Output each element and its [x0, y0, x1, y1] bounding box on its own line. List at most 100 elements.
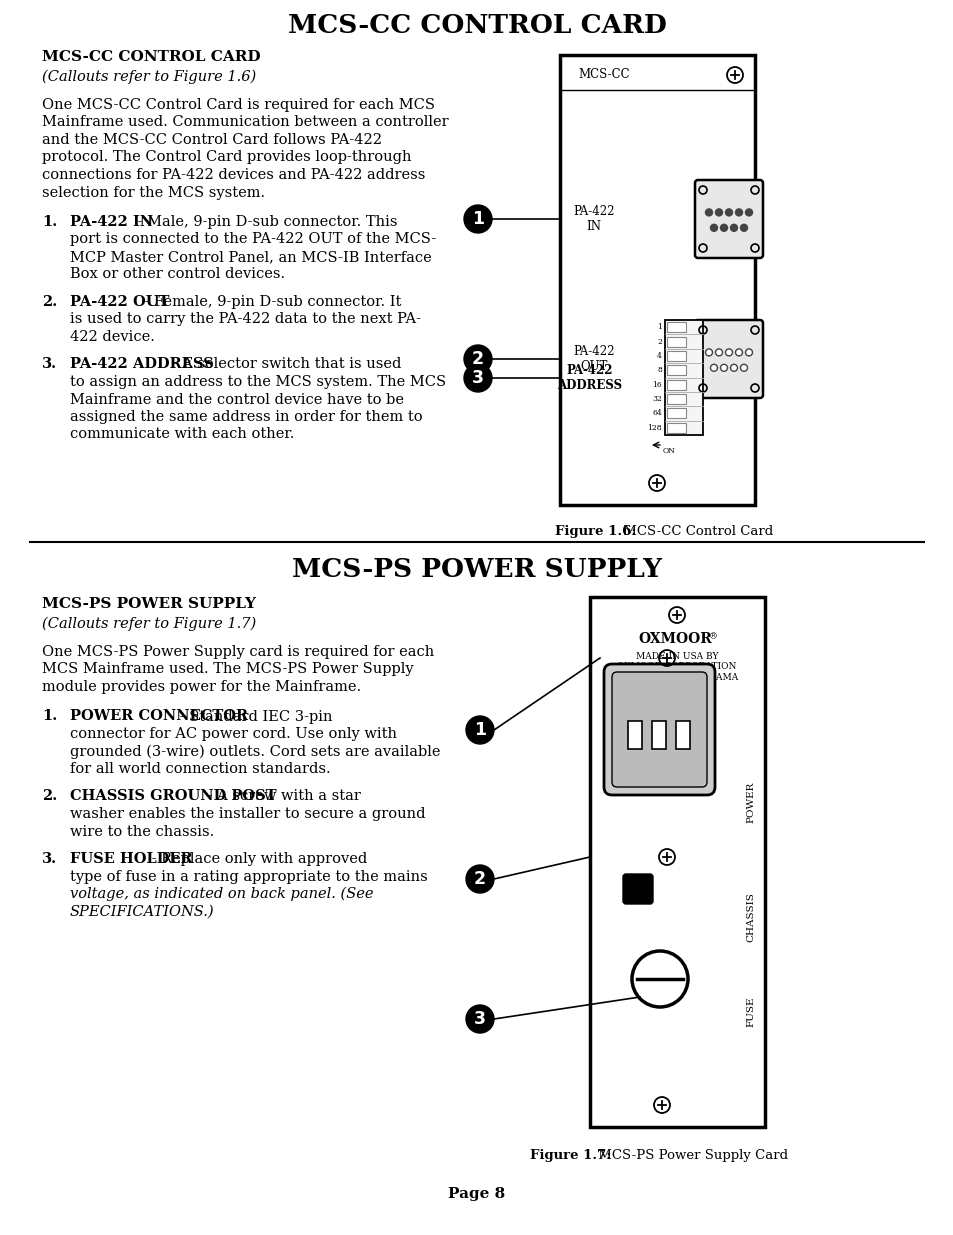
Bar: [666, 409, 685, 419]
Text: CHASSIS: CHASSIS: [745, 892, 755, 942]
Text: MADE IN USA BY
OXMOOR CORPORATION
BIRMINGHAM, ALABAMA: MADE IN USA BY OXMOOR CORPORATION BIRMIN…: [616, 652, 738, 682]
Text: PA-422 IN: PA-422 IN: [70, 215, 153, 228]
Text: FUSE: FUSE: [745, 997, 755, 1028]
Text: Mainframe and the control device have to be: Mainframe and the control device have to…: [70, 393, 403, 406]
Bar: [666, 394, 685, 404]
Text: POWER CONNECTOR: POWER CONNECTOR: [70, 709, 248, 724]
Text: PA-422 OUT: PA-422 OUT: [70, 295, 170, 309]
Text: 3.: 3.: [42, 852, 57, 866]
Text: washer enables the installer to secure a ground: washer enables the installer to secure a…: [70, 806, 425, 821]
Bar: [589, 597, 764, 1128]
Text: connector for AC power cord. Use only with: connector for AC power cord. Use only wi…: [70, 727, 396, 741]
Text: 1: 1: [472, 210, 483, 228]
Text: MCS-CC CONTROL CARD: MCS-CC CONTROL CARD: [287, 14, 666, 38]
Text: - Male, 9-pin D-sub connector. This: - Male, 9-pin D-sub connector. This: [132, 215, 397, 228]
Text: OXMOOR: OXMOOR: [638, 632, 711, 646]
Bar: [559, 56, 754, 505]
Text: (Callouts refer to Figure 1.6): (Callouts refer to Figure 1.6): [42, 70, 256, 84]
Bar: [627, 721, 641, 748]
Bar: [666, 366, 685, 375]
Circle shape: [705, 350, 712, 356]
Text: ®: ®: [708, 632, 718, 641]
Text: grounded (3-wire) outlets. Cord sets are available: grounded (3-wire) outlets. Cord sets are…: [70, 745, 440, 758]
Text: 2: 2: [474, 869, 485, 888]
Text: PA-422
ADDRESS: PA-422 ADDRESS: [557, 364, 621, 391]
Text: Page 8: Page 8: [448, 1187, 505, 1200]
Circle shape: [715, 209, 721, 216]
Text: assigned the same address in order for them to: assigned the same address in order for t…: [70, 410, 422, 424]
Text: POWER: POWER: [745, 782, 755, 823]
Text: wire to the chassis.: wire to the chassis.: [70, 825, 214, 839]
Bar: [676, 721, 689, 748]
Text: MCS-CC: MCS-CC: [578, 68, 629, 82]
Text: MCS-CC Control Card: MCS-CC Control Card: [618, 525, 773, 538]
Text: 422 device.: 422 device.: [70, 330, 154, 345]
FancyBboxPatch shape: [622, 874, 652, 904]
Bar: [666, 336, 685, 347]
Circle shape: [710, 364, 717, 372]
Text: 4: 4: [657, 352, 661, 359]
Circle shape: [465, 716, 494, 743]
Text: One MCS-CC Control Card is required for each MCS: One MCS-CC Control Card is required for …: [42, 98, 435, 112]
Circle shape: [744, 209, 752, 216]
Text: SPECIFICATIONS.): SPECIFICATIONS.): [70, 904, 214, 919]
Circle shape: [463, 345, 492, 373]
Text: - Replace only with approved: - Replace only with approved: [147, 852, 367, 866]
Text: 32: 32: [652, 395, 661, 403]
Circle shape: [740, 225, 747, 231]
Text: Figure 1.6:: Figure 1.6:: [555, 525, 636, 538]
Bar: [651, 721, 665, 748]
Text: MCS Mainframe used. The MCS-PS Power Supply: MCS Mainframe used. The MCS-PS Power Sup…: [42, 662, 414, 677]
Circle shape: [720, 225, 727, 231]
Text: Box or other control devices.: Box or other control devices.: [70, 268, 285, 282]
Bar: [666, 422, 685, 432]
Bar: [666, 379, 685, 390]
Text: and the MCS-CC Control Card follows PA-422: and the MCS-CC Control Card follows PA-4…: [42, 133, 381, 147]
Circle shape: [465, 1005, 494, 1032]
Circle shape: [730, 225, 737, 231]
Text: 1.: 1.: [42, 709, 57, 724]
Text: port is connected to the PA-422 OUT of the MCS-: port is connected to the PA-422 OUT of t…: [70, 232, 436, 247]
Text: MCS-CC CONTROL CARD: MCS-CC CONTROL CARD: [42, 49, 260, 64]
Text: 3: 3: [474, 1010, 485, 1028]
Text: 128: 128: [647, 424, 661, 432]
Circle shape: [463, 205, 492, 233]
Text: Figure 1.7:: Figure 1.7:: [530, 1149, 611, 1162]
Text: module provides power for the Mainframe.: module provides power for the Mainframe.: [42, 680, 361, 694]
Text: PA-422
OUT: PA-422 OUT: [573, 345, 615, 373]
Text: (Callouts refer to Figure 1.7): (Callouts refer to Figure 1.7): [42, 618, 256, 631]
Text: MCS-PS POWER SUPPLY: MCS-PS POWER SUPPLY: [292, 557, 661, 582]
Circle shape: [730, 364, 737, 372]
Text: One MCS-PS Power Supply card is required for each: One MCS-PS Power Supply card is required…: [42, 645, 434, 659]
FancyBboxPatch shape: [612, 672, 706, 787]
Text: 8: 8: [657, 367, 661, 374]
Circle shape: [724, 350, 732, 356]
Text: FUSE HOLDER: FUSE HOLDER: [70, 852, 193, 866]
Circle shape: [724, 209, 732, 216]
Text: 1.: 1.: [42, 215, 57, 228]
Text: 2: 2: [472, 350, 483, 368]
Circle shape: [463, 364, 492, 391]
Text: 1: 1: [657, 324, 661, 331]
Text: to assign an address to the MCS system. The MCS: to assign an address to the MCS system. …: [70, 375, 446, 389]
Circle shape: [744, 350, 752, 356]
Text: 2.: 2.: [42, 789, 57, 804]
Text: 64: 64: [652, 410, 661, 417]
Text: is used to carry the PA-422 data to the next PA-: is used to carry the PA-422 data to the …: [70, 312, 420, 326]
Text: for all world connection standards.: for all world connection standards.: [70, 762, 331, 776]
Text: protocol. The Control Card provides loop-through: protocol. The Control Card provides loop…: [42, 151, 411, 164]
Circle shape: [740, 364, 747, 372]
FancyBboxPatch shape: [603, 664, 714, 795]
Text: type of fuse in a rating appropriate to the mains: type of fuse in a rating appropriate to …: [70, 869, 427, 883]
Text: 3: 3: [472, 369, 483, 387]
Text: ON: ON: [662, 447, 675, 454]
Text: MCS-PS POWER SUPPLY: MCS-PS POWER SUPPLY: [42, 597, 255, 611]
Text: selection for the MCS system.: selection for the MCS system.: [42, 185, 265, 200]
Text: communicate with each other.: communicate with each other.: [70, 427, 294, 441]
Text: - Female, 9-pin D-sub connector. It: - Female, 9-pin D-sub connector. It: [140, 295, 401, 309]
Bar: [666, 322, 685, 332]
Text: 16: 16: [652, 380, 661, 389]
Text: CHASSIS GROUND POST: CHASSIS GROUND POST: [70, 789, 276, 804]
Text: Mainframe used. Communication between a controller: Mainframe used. Communication between a …: [42, 116, 448, 130]
Text: connections for PA-422 devices and PA-422 address: connections for PA-422 devices and PA-42…: [42, 168, 425, 182]
